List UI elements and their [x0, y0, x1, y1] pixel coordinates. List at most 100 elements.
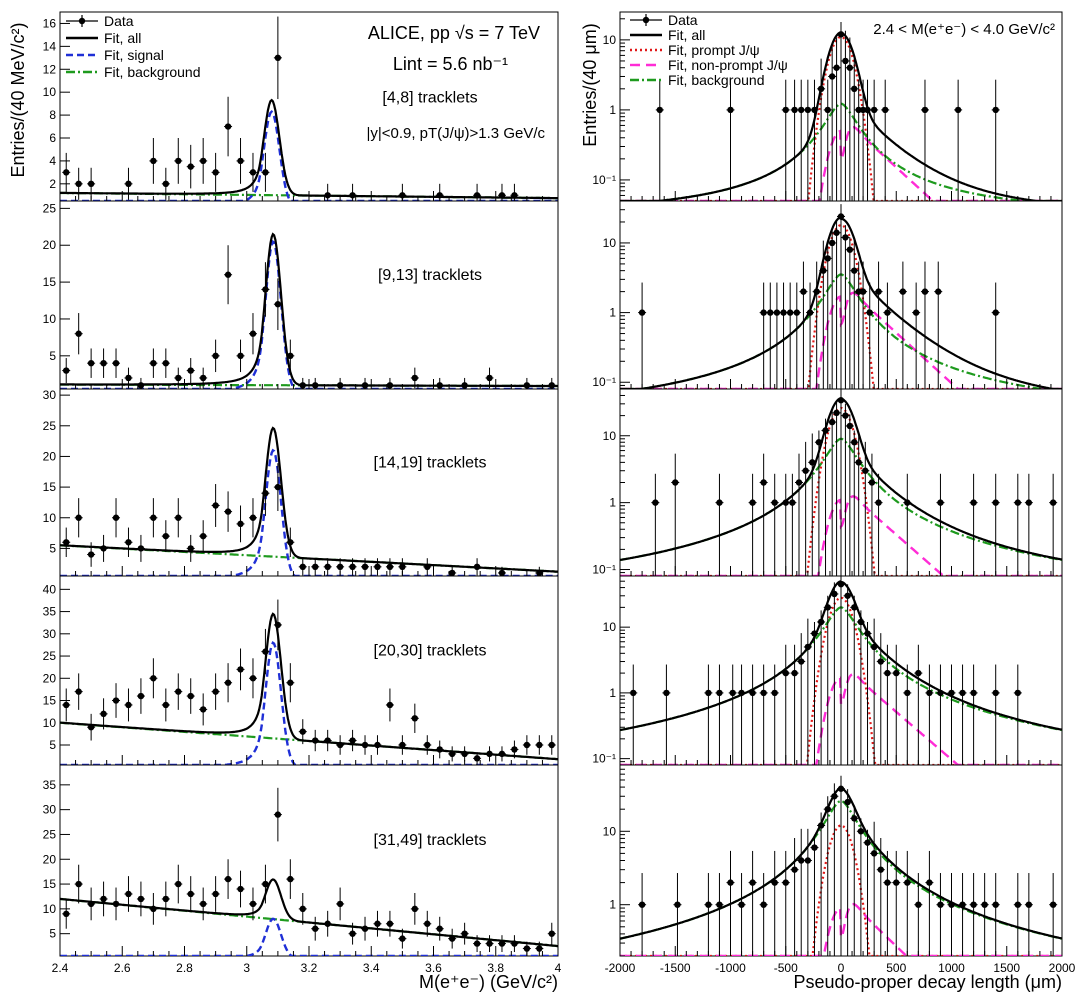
- data-point: [738, 689, 745, 697]
- panel-plot-area: [60, 426, 558, 576]
- data-point: [811, 630, 818, 637]
- data-point: [815, 439, 823, 446]
- data-point: [638, 309, 646, 316]
- data-point: [915, 669, 922, 677]
- data-point: [926, 879, 933, 886]
- data-point: [486, 750, 493, 758]
- data-point: [224, 508, 232, 515]
- data-point: [782, 879, 789, 886]
- y-tick-label: 20: [43, 449, 57, 463]
- data-point: [674, 901, 681, 908]
- data-point: [324, 563, 331, 571]
- x-tick-label: -1500: [660, 961, 691, 975]
- data-point: [336, 900, 344, 908]
- x-tick-label: -500: [774, 961, 798, 975]
- data-point: [187, 367, 194, 374]
- data-point: [399, 563, 406, 571]
- data-point: [727, 106, 734, 114]
- total-fit-curve: [60, 612, 558, 761]
- legend-entry: Fit, prompt J/ψ: [630, 42, 760, 58]
- data-point: [915, 901, 922, 908]
- data-point: [262, 286, 269, 293]
- data-point: [802, 467, 809, 474]
- y-tick-label: 1: [609, 496, 616, 510]
- right-panel-column: 10⁻¹ 1 10 10⁻¹ 1 10 10⁻¹ 1 10 10⁻¹ 1 10 1 10 -2000 -150…: [592, 11, 1075, 975]
- total-fit-curve: [60, 232, 558, 388]
- data-point: [771, 879, 778, 886]
- data-point: [237, 666, 244, 673]
- data-point: [274, 483, 282, 491]
- data-point: [656, 106, 663, 114]
- data-point: [548, 741, 555, 749]
- data-point: [846, 64, 854, 71]
- data-point: [789, 499, 796, 506]
- data-point: [926, 689, 933, 697]
- y-tick-label: 5: [49, 541, 56, 555]
- data-point: [548, 382, 555, 389]
- data-point: [150, 514, 157, 521]
- data-point: [299, 382, 306, 389]
- x-tick-label: 3: [243, 961, 250, 975]
- x-tick-label: -2000: [605, 961, 636, 975]
- legend-entry: Fit, all: [66, 30, 141, 46]
- data-point: [511, 192, 518, 199]
- data-point: [921, 288, 929, 295]
- data-point: [162, 701, 170, 709]
- data-point: [498, 940, 506, 947]
- y-tick-label: 10⁻¹: [592, 752, 616, 766]
- data-point: [361, 563, 369, 571]
- data-point: [187, 163, 194, 170]
- data-point: [212, 502, 219, 509]
- data-point: [162, 532, 170, 540]
- data-point: [199, 900, 207, 908]
- data-point: [817, 618, 825, 626]
- data-point: [137, 382, 145, 389]
- data-point: [846, 246, 854, 253]
- x-tick-label: 3.4: [363, 961, 380, 975]
- mass-panel-2: 5 10 15 20 25 [9,13] tracklets: [43, 200, 559, 390]
- data-point: [855, 106, 862, 114]
- y-tick-label: 1: [609, 686, 616, 700]
- data-point: [862, 467, 869, 474]
- data-point: [424, 741, 431, 749]
- left-x-axis-title: M(e⁺e⁻) (GeV/c²): [419, 972, 558, 992]
- data-point: [374, 563, 381, 571]
- data-point: [884, 669, 891, 677]
- data-point: [249, 900, 257, 908]
- data-point: [162, 359, 170, 367]
- x-tick-label: 1000: [938, 961, 965, 975]
- y-tick-label: 10⁻¹: [592, 375, 616, 389]
- data-point: [859, 288, 867, 295]
- data-point: [767, 309, 774, 316]
- data-point: [336, 563, 344, 571]
- panel-frame: [59, 200, 559, 390]
- data-point: [374, 741, 381, 749]
- data-point: [361, 925, 369, 932]
- data-point: [112, 359, 120, 367]
- data-point: [461, 750, 468, 758]
- data-point: [824, 255, 831, 262]
- data-point: [87, 724, 95, 731]
- data-point: [175, 514, 182, 521]
- data-point: [842, 57, 849, 65]
- y-tick-label: 25: [43, 201, 57, 215]
- data-point: [828, 73, 836, 80]
- data-point: [959, 901, 966, 908]
- data-point: [374, 920, 381, 927]
- data-point: [663, 689, 670, 697]
- data-point: [436, 382, 443, 389]
- data-point: [75, 688, 82, 695]
- y-tick-label: 10: [603, 429, 617, 443]
- x-tick-label: -1000: [715, 961, 746, 975]
- legend-label: Fit, background: [668, 72, 765, 88]
- data-point: [800, 288, 807, 295]
- data-point: [877, 866, 884, 873]
- data-point: [87, 551, 95, 558]
- data-point: [112, 900, 120, 908]
- tracklet-bin-label: [14,19] tracklets: [374, 455, 487, 472]
- data-point: [411, 905, 419, 913]
- data-point: [100, 545, 107, 552]
- data-point: [760, 901, 767, 908]
- data-point: [63, 701, 70, 709]
- data-point: [804, 643, 812, 651]
